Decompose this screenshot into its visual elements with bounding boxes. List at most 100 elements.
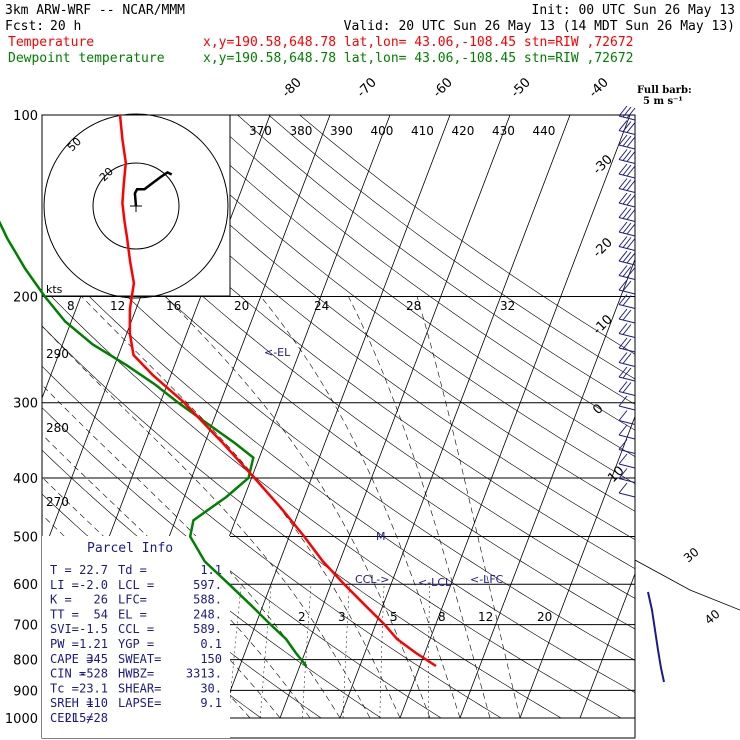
parcel-info-cell: 597.: [193, 578, 222, 592]
wind-barb: [618, 265, 636, 280]
pressure-tick-label: 200: [13, 291, 38, 306]
parcel-info-cell: HWBZ=: [118, 667, 154, 681]
theta-label: 400: [371, 124, 394, 138]
side-label-40: 40: [702, 607, 723, 628]
dry-adiabat: [268, 115, 635, 380]
isotherm-label: -80: [279, 75, 305, 101]
valid-time: Valid: 20 UTC Sun 26 May 13 (14 MDT Sun …: [344, 19, 735, 34]
parcel-info-cell: 22.7: [79, 563, 108, 577]
wind-barb: [618, 308, 636, 324]
pressure-tick-label: 700: [13, 619, 38, 634]
wind-barb: [618, 337, 636, 353]
parcel-info-cell: CIN =: [50, 667, 86, 681]
mixing-ratio-line: [428, 584, 430, 719]
mixing-ratio-label: 8: [438, 610, 446, 624]
pressure-tick-label: 800: [13, 654, 38, 669]
parcel-info-cell: 0.1: [200, 637, 222, 651]
isotherm-label: -10: [590, 312, 616, 338]
pressure-tick-label: 600: [13, 578, 38, 593]
dewpoint-line: [0, 220, 308, 667]
wind-barb: [618, 294, 636, 309]
pressure-tick-label: 500: [13, 530, 38, 545]
parcel-info-cell: 1.21: [79, 637, 108, 651]
isotherm-label: -60: [430, 75, 456, 101]
wind-barb: [618, 439, 636, 454]
parcel-info-cell: SWEAT=: [118, 652, 161, 666]
parcel-info-cell: EL =: [118, 607, 147, 621]
parcel-info-cell: PW =: [50, 637, 79, 651]
wind-barb: [618, 424, 636, 440]
fcst-value: 20 h: [50, 19, 81, 34]
parcel-info-rows: T = 22.7 Td = 1.1LI = -2.0 LCL = 597.K = 26 LFC=…: [50, 563, 222, 725]
hodograph-trace: [133, 170, 173, 207]
mixing-ratio-line: [379, 584, 385, 719]
isotherm-label: -70: [354, 75, 380, 101]
parcel-info-cell: T =: [50, 563, 72, 577]
dry-adiabat: [299, 115, 635, 355]
isotherm-label: 0: [590, 401, 606, 417]
parcel-info-cell: 3313.: [186, 667, 222, 681]
parcel-info-cell: 26: [94, 593, 108, 607]
wind-barb: [618, 395, 636, 411]
init-time: Init: 00 UTC Sun 26 May 13: [532, 3, 736, 18]
theta-label: 370: [249, 124, 272, 138]
ccl-marker: CCL->: [355, 573, 389, 586]
mixing-ratio-label: 16: [166, 299, 181, 313]
mixing-ratio-line: [302, 584, 312, 719]
wind-barb: [618, 105, 636, 121]
moist-adiabat: [416, 296, 521, 719]
wind-barb: [618, 279, 636, 295]
parcel-info-cell: LAPSE=: [118, 696, 161, 710]
wind-barb: [618, 134, 636, 150]
dry-adiabat: [82, 115, 635, 540]
wind-barb: [618, 381, 636, 396]
dewpoint-location: x,y=190.58,648.78 lat,lon= 43.06,-108.45…: [203, 51, 633, 66]
wind-barb: [618, 221, 636, 237]
parcel-info-cell: YGP =: [118, 637, 154, 651]
wind-barb: [618, 149, 636, 164]
dry-adiabat: [42, 365, 502, 719]
parcel-info-cell: 30.: [200, 681, 222, 695]
wind-barb: [618, 163, 636, 179]
dry-adiabat: [206, 115, 635, 431]
parcel-info-cell: CCL =: [118, 622, 154, 636]
mixing-ratio-line: [228, 584, 242, 719]
dry-adiabat: [175, 115, 635, 457]
parcel-info-cell: SHEAR=: [118, 681, 161, 695]
parcel-info-cell: 54: [94, 607, 108, 621]
isotherm: [219, 115, 451, 719]
dry-adiabat: [42, 248, 635, 693]
mixing-ratio-label: 20: [537, 610, 552, 624]
isotherm: [339, 115, 571, 719]
theta-label: 420: [452, 124, 475, 138]
theta-label: 270: [46, 495, 69, 509]
hodograph-ring-outer: [43, 113, 229, 299]
parcel-info-cell: TT =: [50, 607, 79, 621]
theta-label: 440: [533, 124, 556, 138]
parcel-info-cell: SVI=: [50, 622, 79, 636]
isotherm: [519, 415, 635, 719]
wind-barb: [618, 410, 636, 425]
m-marker: M: [376, 530, 386, 543]
parcel-info-cell: CELL =: [50, 711, 93, 725]
theta-label: 410: [411, 124, 434, 138]
parcel-info-panel: [42, 536, 230, 738]
mixing-ratio-label: 28: [406, 299, 421, 313]
side-wind-trace: [647, 591, 665, 683]
pressure-tick-label: 900: [13, 684, 38, 699]
isotherm: [459, 258, 635, 719]
moist-adiabat: [42, 325, 371, 719]
parcel-info-cell: CAPE =: [50, 652, 93, 666]
isotherm-label: -50: [508, 75, 534, 101]
pressure-tick-label: 300: [13, 397, 38, 412]
moist-adiabat: [348, 296, 491, 719]
wind-barb: [618, 453, 636, 469]
parcel-info-cell: Tc =: [50, 681, 79, 695]
mixing-ratio-label: 32: [500, 299, 515, 313]
mixing-ratio-label: 5: [390, 610, 398, 624]
mixing-ratio-label: 8: [67, 299, 75, 313]
mixing-ratio-line: [260, 584, 272, 719]
temperature-legend: Temperature: [8, 35, 94, 50]
parcel-info-cell: LFC=: [118, 593, 147, 607]
isotherm-label: 10: [605, 464, 627, 486]
